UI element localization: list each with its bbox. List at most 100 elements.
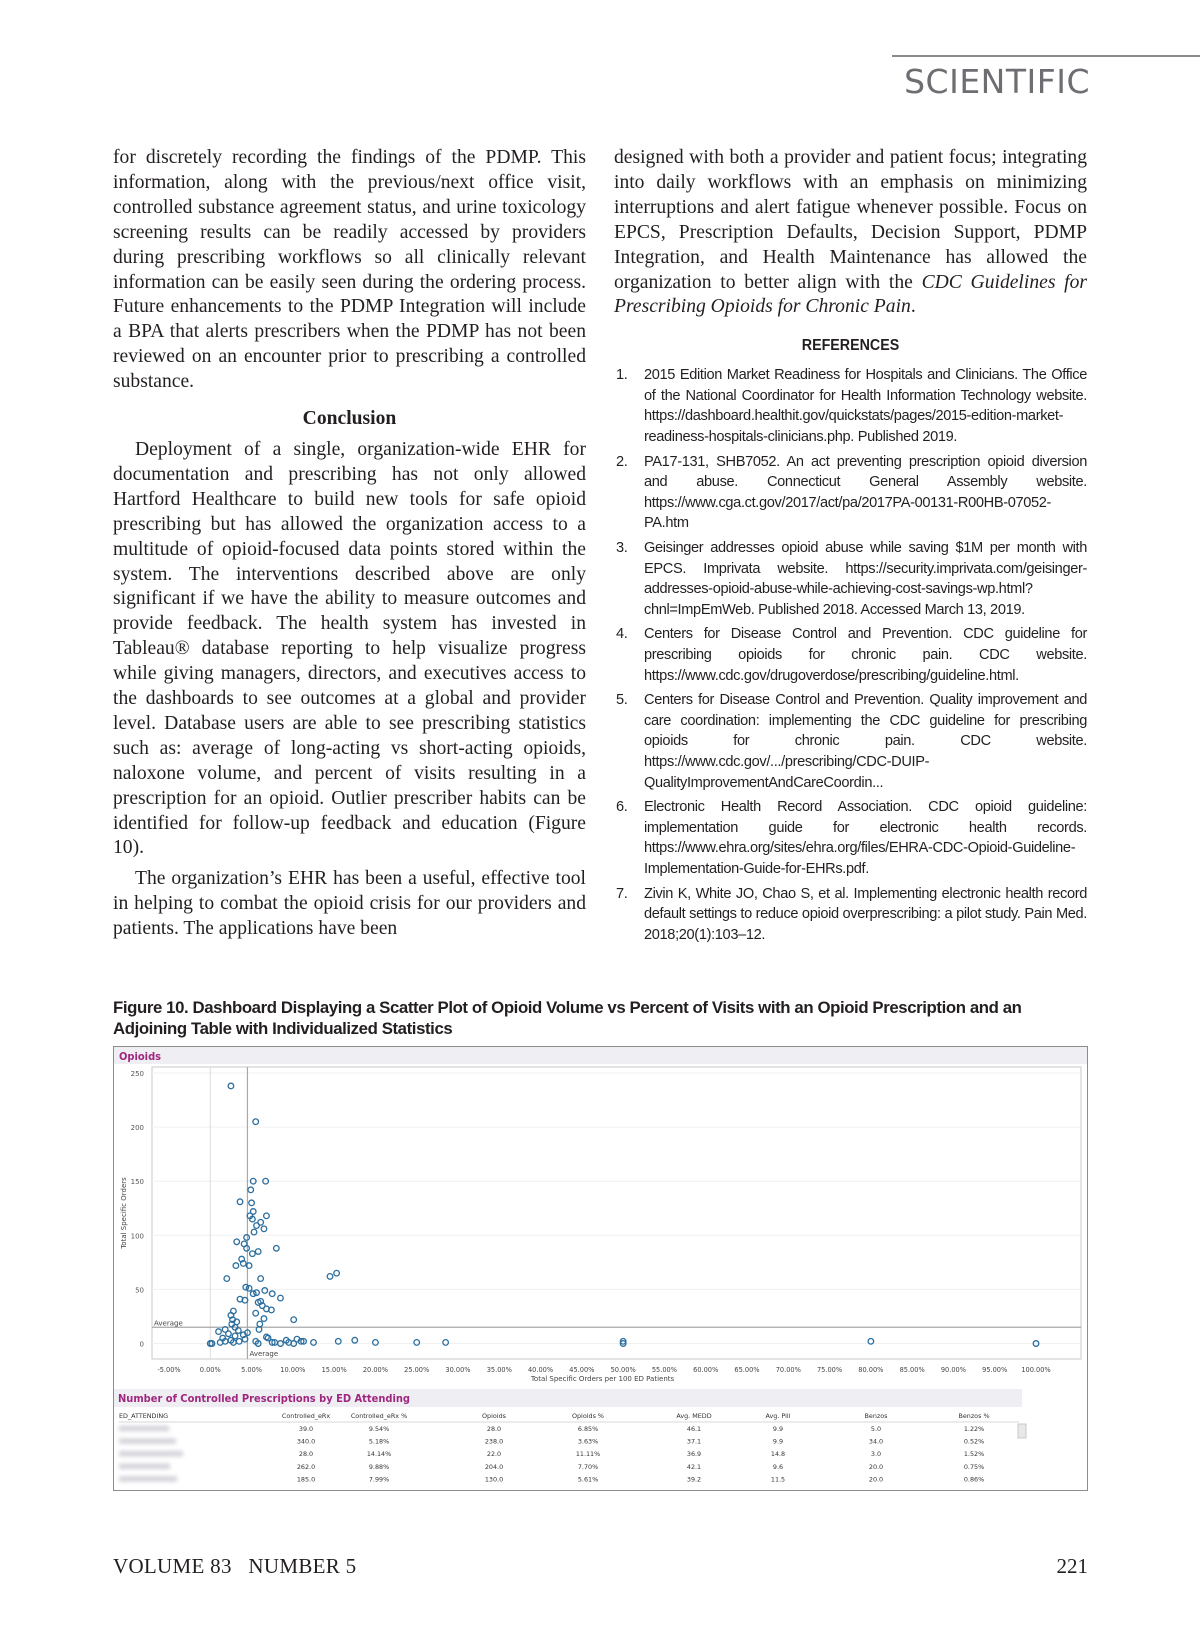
data-point <box>253 1289 260 1297</box>
reference-item: 2. PA17-131, SHB7052. An act preventing p… <box>614 452 1087 534</box>
x-tick-label: 0.00% <box>200 1366 221 1374</box>
reference-text: Centers for Disease Control and Preventi… <box>644 692 1087 791</box>
data-point <box>233 1238 241 1246</box>
table-cell: 340.0 <box>297 1438 315 1446</box>
data-point <box>223 1275 231 1283</box>
table-cell: 5.18% <box>369 1438 389 1446</box>
table-cell: 11.11% <box>576 1450 600 1458</box>
table-cell: 22.0 <box>487 1450 501 1458</box>
table-cell: 7.70% <box>578 1463 598 1471</box>
data-point <box>277 1294 284 1302</box>
data-point <box>252 1118 260 1126</box>
x-tick-label: 25.00% <box>404 1366 429 1374</box>
data-point <box>413 1338 421 1346</box>
data-point <box>257 1218 265 1226</box>
table-cell: 20.0 <box>869 1463 883 1471</box>
data-point <box>271 1338 279 1346</box>
y-tick-label: 50 <box>135 1286 144 1294</box>
table-cell: 5.61% <box>578 1475 598 1483</box>
data-point <box>241 1296 249 1304</box>
data-point <box>262 1212 270 1220</box>
data-point <box>351 1336 359 1344</box>
table-title: Number of Controlled Prescriptions by ED… <box>118 1392 410 1405</box>
data-point <box>248 1199 256 1207</box>
scatter-chart: Opioids 0 50 100 150 200 250 Total Specific Ord… <box>114 1047 1087 1483</box>
chart-title: Opioids <box>119 1050 161 1063</box>
table-header-band <box>114 1389 1022 1407</box>
data-point <box>254 1340 262 1347</box>
right-column: designed with both a provider and patien… <box>614 146 1087 949</box>
data-point <box>267 1306 275 1314</box>
data-point <box>239 1259 247 1267</box>
x-tick-label: 75.00% <box>817 1366 842 1374</box>
header-rule <box>892 55 1200 57</box>
reference-text: 2015 Edition Market Readiness for Hospit… <box>644 367 1087 446</box>
x-tick-label: 70.00% <box>776 1366 801 1374</box>
data-point <box>236 1198 244 1206</box>
data-point <box>231 1332 239 1340</box>
table-cell: 130.0 <box>485 1475 503 1483</box>
data-point <box>227 1311 235 1319</box>
table-cell: 37.1 <box>687 1438 701 1446</box>
data-point <box>225 1330 232 1338</box>
paragraph: for discretely recording the findings of… <box>113 147 586 393</box>
paragraph: Deployment of a single, organization-wid… <box>113 438 586 859</box>
text: . <box>910 296 916 318</box>
table-cell: 14.8 <box>771 1450 785 1458</box>
reference-text: Geisinger addresses opioid abuse while s… <box>644 540 1087 618</box>
data-point <box>242 1283 250 1291</box>
data-point <box>333 1269 341 1277</box>
data-point <box>247 1186 255 1194</box>
data-point <box>297 1337 305 1345</box>
data-point <box>243 1234 251 1241</box>
data-point <box>256 1320 264 1328</box>
table-cell: 9.88% <box>369 1463 389 1471</box>
data-point <box>254 1248 262 1255</box>
blurred-attending-name <box>119 1451 183 1457</box>
table-cell: 9.9 <box>773 1438 783 1446</box>
table-cell: 9.6 <box>773 1463 783 1471</box>
reference-text: Zivin K, White JO, Chao S, et al. Implem… <box>644 885 1087 943</box>
x-tick-label: 95.00% <box>982 1366 1007 1374</box>
reference-item: 3. Geisinger addresses opioid abuse while… <box>614 538 1087 620</box>
table-scrollbar-thumb[interactable] <box>1017 1423 1027 1439</box>
reference-number: 4. <box>616 626 628 643</box>
table-cell: 9.9 <box>773 1425 783 1433</box>
data-point <box>272 1244 280 1252</box>
x-tick-label: 55.00% <box>652 1366 677 1374</box>
data-point <box>208 1340 216 1347</box>
reference-number: 7. <box>616 885 628 902</box>
x-tick-label: 90.00% <box>941 1366 966 1374</box>
blurred-attending-name <box>119 1426 169 1431</box>
reference-number: 3. <box>616 540 628 556</box>
blurred-attending-name <box>119 1438 176 1444</box>
figure-caption: Figure 10. Dashboard Displaying a Scatte… <box>113 998 1022 1038</box>
x-tick-label: 45.00% <box>569 1366 594 1374</box>
chart-header-band <box>114 1047 1087 1064</box>
data-point <box>243 1244 251 1252</box>
reference-number: 1. <box>616 367 628 384</box>
table-cell: 7.99% <box>369 1475 389 1483</box>
reference-number: 2. <box>616 453 628 470</box>
data-point <box>221 1337 229 1345</box>
data-point <box>215 1328 222 1336</box>
column-header: Controlled_eRx <box>282 1412 330 1420</box>
data-point <box>260 1315 268 1323</box>
y-tick-label: 250 <box>131 1070 144 1078</box>
data-point <box>252 1309 260 1317</box>
data-point <box>310 1338 317 1346</box>
data-point <box>245 1262 253 1270</box>
column-header: Benzos % <box>958 1412 989 1420</box>
data-point <box>290 1316 298 1324</box>
table-cell: 28.0 <box>487 1425 501 1433</box>
data-point <box>253 1222 260 1230</box>
column-header: Avg. Pill <box>766 1412 791 1420</box>
x-tick-label: 40.00% <box>528 1366 553 1374</box>
x-tick-label: 100.00% <box>1021 1366 1050 1374</box>
table-cell: 0.52% <box>964 1438 984 1446</box>
reference-item: 1. 2015 Edition Market Readiness for Hosp… <box>614 365 1087 447</box>
y-tick-label: 0 <box>140 1341 144 1349</box>
conclusion-heading: Conclusion <box>302 408 397 430</box>
reference-number: 5. <box>616 692 628 709</box>
data-point <box>257 1275 265 1283</box>
